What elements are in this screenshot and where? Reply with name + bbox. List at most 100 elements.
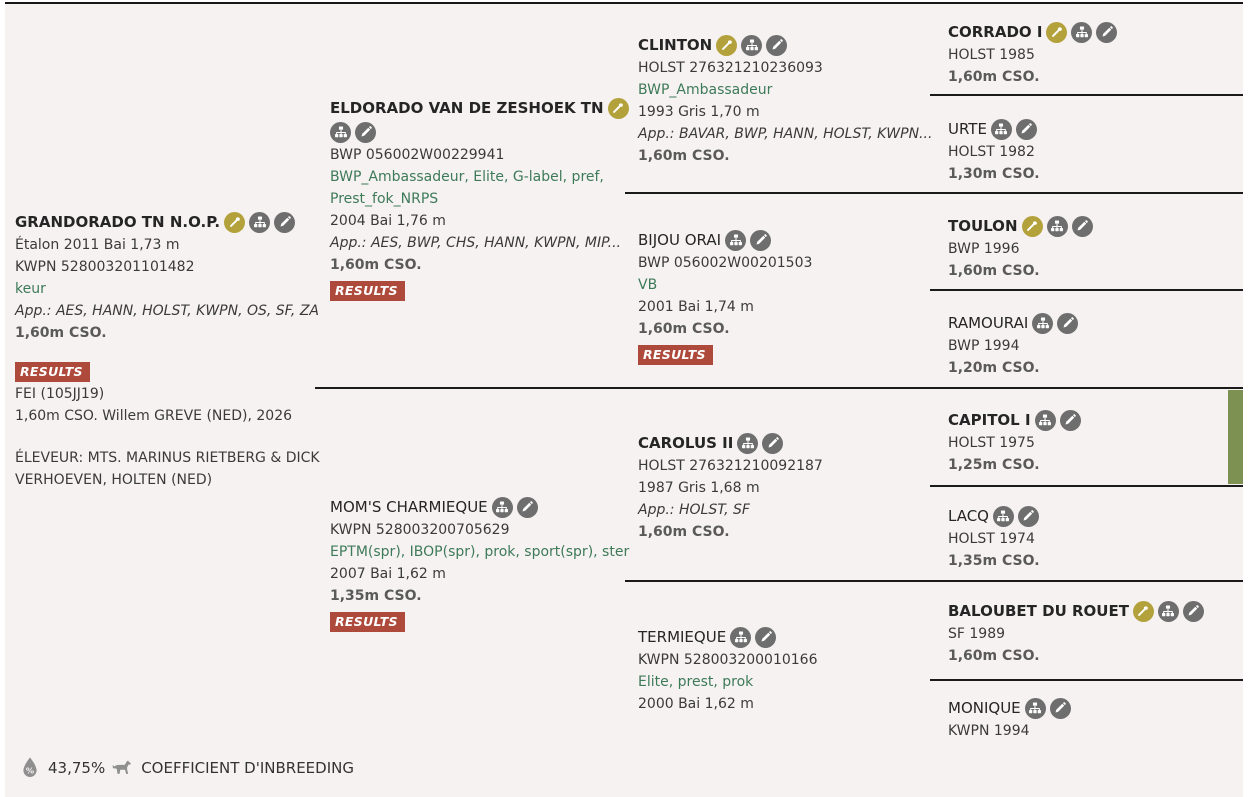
pedigree-tree-icon[interactable]	[737, 432, 759, 454]
pedigree-tree-icon[interactable]	[1046, 215, 1068, 237]
horse-birth-info: 1987 Gris 1,68 m	[638, 480, 760, 496]
horse-name-row: CLINTON	[638, 33, 940, 57]
pedigree-tree-icon[interactable]	[990, 118, 1012, 140]
pencil-edit-icon[interactable]	[766, 34, 788, 56]
pedigree-tree-icon[interactable]	[992, 505, 1014, 527]
divider-gen4-baloubet-monique	[930, 679, 1243, 681]
horse-name-row: URTE	[948, 117, 1236, 141]
semen-straw-icon[interactable]	[1046, 21, 1068, 43]
semen-straw-icon[interactable]	[1132, 600, 1154, 622]
pencil-edit-icon[interactable]	[1059, 409, 1081, 431]
horse-name-link[interactable]: MONIQUE	[948, 699, 1021, 717]
horse-registration: HOLST 1985	[948, 47, 1035, 63]
horse-name-link[interactable]: RAMOURAI	[948, 314, 1029, 332]
pedigree-tree-icon[interactable]	[1024, 697, 1046, 719]
horse-name-row: MONIQUE	[948, 696, 1236, 720]
horse-name-link[interactable]: GRANDORADO TN N.O.P.	[15, 213, 221, 231]
horse-card-grandorado: GRANDORADO TN N.O.P. Étalon 2011 Bai 1,7…	[15, 210, 333, 491]
horse-name-link[interactable]: CAPITOL I	[948, 411, 1031, 429]
horse-level: 1,35m CSO.	[948, 553, 1040, 569]
horse-name-link[interactable]: ELDORADO VAN DE ZESHOEK TN	[330, 99, 604, 117]
horse-level: 1,60m CSO.	[948, 263, 1040, 279]
horse-birth-info: Étalon 2011 Bai 1,73 m	[15, 237, 180, 253]
pedigree-tree-icon[interactable]	[491, 496, 513, 518]
semen-straw-icon[interactable]	[716, 34, 738, 56]
pedigree-tree-icon[interactable]	[741, 34, 763, 56]
pencil-edit-icon[interactable]	[1071, 215, 1093, 237]
horse-predicates: Elite, prest, prok	[638, 674, 754, 690]
pencil-edit-icon[interactable]	[755, 626, 777, 648]
pencil-edit-icon[interactable]	[355, 121, 376, 143]
horse-name-link[interactable]: CAROLUS II	[638, 434, 734, 452]
horse-card-ramourai: RAMOURAI BWP 1994 1,20m CSO.	[948, 311, 1236, 379]
pencil-edit-icon[interactable]	[1015, 118, 1037, 140]
horse-predicates: EPTM(spr), IBOP(spr), prok, sport(spr), …	[330, 544, 630, 560]
pedigree-tree-icon[interactable]	[1032, 312, 1054, 334]
horse-card-moms-charmieque: MOM'S CHARMIEQUE KWPN 528003200705629 EP…	[330, 495, 630, 633]
horse-name-link[interactable]: URTE	[948, 120, 987, 138]
horse-card-termieque: TERMIEQUE KWPN 528003200010166 Elite, pr…	[638, 625, 940, 715]
pedigree-tree-icon[interactable]	[725, 229, 746, 251]
pencil-edit-icon[interactable]	[274, 211, 296, 233]
horse-name-link[interactable]: TOULON	[948, 217, 1018, 235]
horse-name-link[interactable]: LACQ	[948, 507, 989, 525]
semen-straw-icon[interactable]	[607, 97, 629, 119]
horse-approvals: App.: AES, BWP, CHS, HANN, KWPN, MIP...	[330, 235, 621, 251]
pencil-edit-icon[interactable]	[1182, 600, 1204, 622]
horse-level: 1,25m CSO.	[948, 457, 1040, 473]
horse-icons-row	[330, 120, 630, 144]
horse-name-link[interactable]: BIJOU ORAI	[638, 231, 721, 249]
horse-name-link[interactable]: TERMIEQUE	[638, 628, 727, 646]
horse-card-corrado-i: CORRADO I HOLST 1985 1,60m CSO.	[948, 20, 1236, 88]
pencil-edit-icon[interactable]	[1017, 505, 1039, 527]
horse-predicates: keur	[15, 281, 46, 297]
pencil-edit-icon[interactable]	[1049, 697, 1071, 719]
horse-card-urte: URTE HOLST 1982 1,30m CSO.	[948, 117, 1236, 185]
horse-card-toulon: TOULON BWP 1996 1,60m CSO.	[948, 214, 1236, 282]
horse-silhouette-icon	[112, 756, 134, 780]
horse-performance: 1,60m CSO. Willem GREVE (NED), 2026	[15, 408, 293, 424]
pedigree-tree-icon[interactable]	[1157, 600, 1179, 622]
pedigree-tree-icon[interactable]	[730, 626, 752, 648]
horse-name-link[interactable]: BALOUBET DU ROUET	[948, 602, 1129, 620]
semen-straw-icon[interactable]	[1021, 215, 1043, 237]
horse-level: 1,60m CSO.	[948, 648, 1040, 664]
horse-name-link[interactable]: CORRADO I	[948, 23, 1043, 41]
horse-predicates: BWP_Ambassadeur	[638, 82, 773, 98]
pencil-edit-icon[interactable]	[516, 496, 538, 518]
horse-registration: BWP 1996	[948, 241, 1020, 257]
horse-name-row: CAPITOL I	[948, 408, 1228, 432]
horse-name-link[interactable]: CLINTON	[638, 36, 713, 54]
horse-approvals: App.: HOLST, SF	[638, 502, 750, 518]
horse-predicates: BWP_Ambassadeur, Elite, G-label, pref, P…	[330, 169, 604, 207]
pencil-edit-icon[interactable]	[762, 432, 784, 454]
horse-approvals: App.: BAVAR, BWP, HANN, HOLST, KWPN...	[638, 126, 933, 142]
horse-name-link[interactable]: MOM'S CHARMIEQUE	[330, 498, 488, 516]
horse-name-row: ELDORADO VAN DE ZESHOEK TN	[330, 96, 630, 120]
horse-level: 1,60m CSO.	[638, 321, 730, 337]
semen-straw-icon[interactable]	[224, 211, 246, 233]
horse-card-carolus-ii: CAROLUS II HOLST 276321210092187 1987 Gr…	[638, 431, 940, 543]
horse-registration: BWP 056002W00201503	[638, 255, 813, 271]
horse-card-eldorado: ELDORADO VAN DE ZESHOEK TN BWP 056002W00…	[330, 96, 630, 302]
horse-registration: KWPN 528003200705629	[330, 522, 510, 538]
pedigree-tree-icon[interactable]	[1071, 21, 1093, 43]
pencil-edit-icon[interactable]	[1057, 312, 1079, 334]
pencil-edit-icon[interactable]	[750, 229, 771, 251]
horse-level: 1,35m CSO.	[330, 588, 422, 604]
horse-registration: HOLST 1982	[948, 144, 1035, 160]
horse-name-row: MOM'S CHARMIEQUE	[330, 495, 630, 519]
horse-level: 1,30m CSO.	[948, 166, 1040, 182]
results-badge[interactable]: RESULTS	[330, 612, 405, 632]
results-badge[interactable]: RESULTS	[638, 345, 713, 365]
pedigree-tree-icon[interactable]	[1034, 409, 1056, 431]
results-badge[interactable]: RESULTS	[15, 362, 90, 382]
pedigree-tree-icon[interactable]	[249, 211, 271, 233]
pedigree-tree-icon[interactable]	[330, 121, 351, 143]
horse-name-row: CAROLUS II	[638, 431, 940, 455]
inbreeding-footer: 43,75% COEFFICIENT D'INBREEDING	[19, 754, 354, 782]
horse-card-bijou-orai: BIJOU ORAI BWP 056002W00201503 VB 2001 B…	[638, 228, 940, 366]
results-badge[interactable]: RESULTS	[330, 281, 405, 301]
horse-name-row: GRANDORADO TN N.O.P.	[15, 210, 333, 234]
pencil-edit-icon[interactable]	[1096, 21, 1118, 43]
